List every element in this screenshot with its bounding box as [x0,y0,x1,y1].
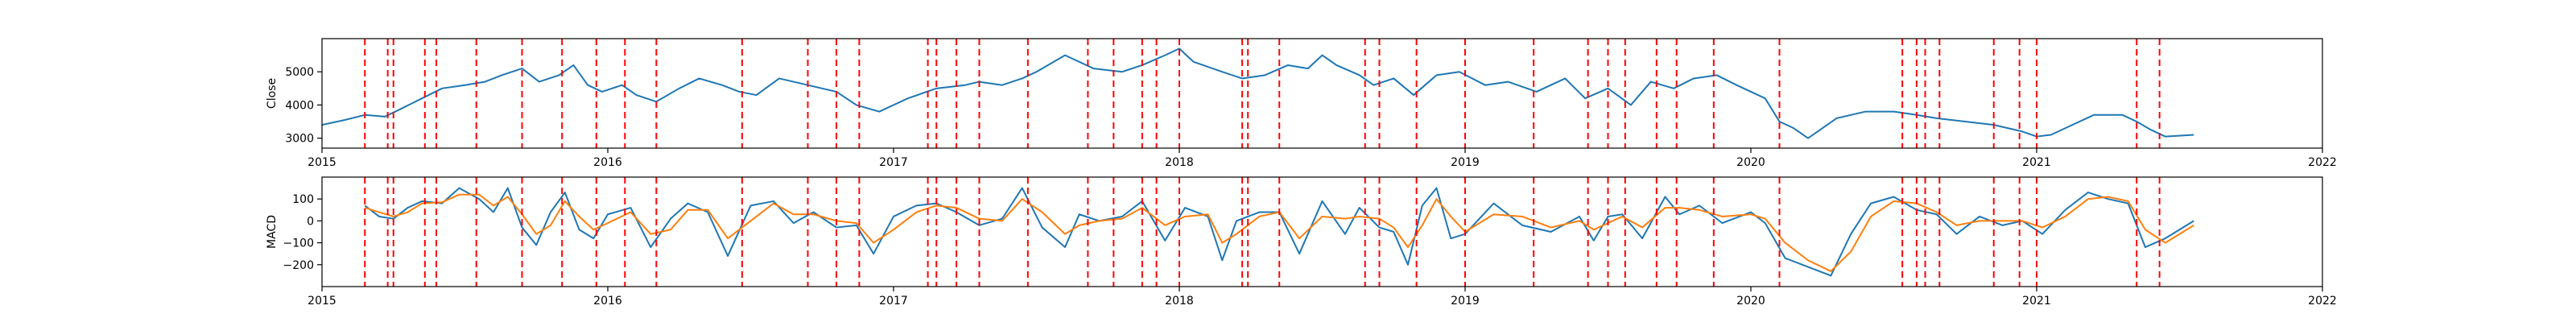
axes-frame [321,176,2323,287]
x-tick-label: 2016 [593,295,622,308]
x-tick-label: 2020 [1736,156,1765,169]
x-tick-label: 2020 [1736,295,1765,308]
y-tick-label: −100 [283,237,314,250]
x-tick-label: 2017 [879,156,908,169]
y-tick-label: −200 [283,259,314,272]
series-line-0 [364,187,2194,277]
x-tick-label: 2017 [879,295,908,308]
x-tick-label: 2016 [593,156,622,169]
x-tick-label: 2018 [1165,295,1194,308]
x-tick-label: 2021 [2022,295,2051,308]
x-tick-label: 2019 [1451,295,1480,308]
y-axis-label: Close [266,78,279,109]
x-tick-label: 2015 [308,156,336,169]
y-tick-label: 3000 [285,133,314,146]
x-tick-label: 2021 [2022,156,2051,169]
y-axis-label: MACD [266,215,279,249]
macd-panel: 2015 2016 2017 2018 2019 2020 2021 2022 −200 −100… [266,176,2337,308]
axes-frame [321,38,2323,149]
y-tick-label: 5000 [285,66,314,79]
y-tick-label: 100 [292,193,314,206]
x-tick-label: 2022 [2308,156,2337,169]
y-tick-label: 0 [307,215,314,228]
series-line-0 [322,47,2194,139]
close-price-panel: 2015 2016 2017 2018 2019 2020 2021 2022 3000 4000… [266,38,2337,169]
x-tick-label: 2015 [308,295,336,308]
x-tick-label: 2022 [2308,295,2337,308]
x-tick-label: 2018 [1165,156,1194,169]
y-tick-label: 4000 [285,99,314,112]
series-line-1 [364,193,2194,272]
x-tick-label: 2019 [1451,156,1480,169]
